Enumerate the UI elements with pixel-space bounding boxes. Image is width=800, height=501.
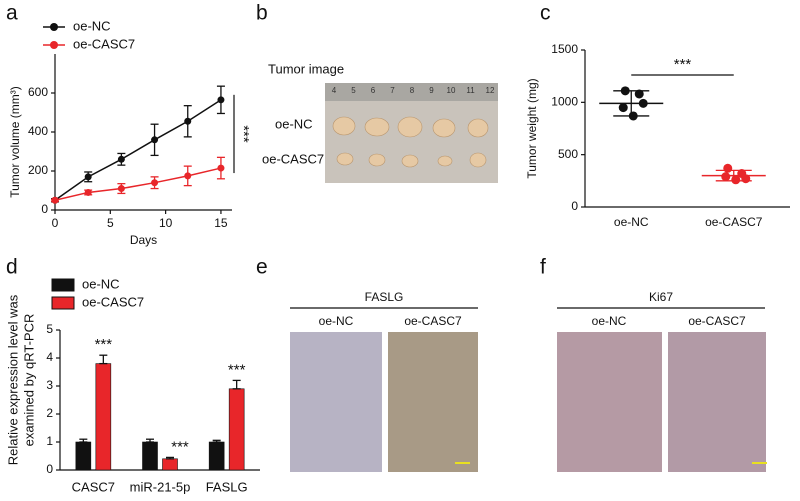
marker [84, 173, 92, 181]
panel-label: c [540, 2, 551, 25]
ihc-group: oe-CASC7 [688, 314, 746, 328]
ruler-label: 9 [429, 86, 434, 95]
x-tick-label: oe-NC [614, 215, 649, 229]
point [618, 103, 628, 113]
y-axis-title: Tumor volume (mm³) [8, 86, 22, 198]
y-tick-label: 4 [46, 350, 53, 364]
bar [95, 363, 112, 471]
legend-label: oe-NC [73, 18, 111, 33]
marker [184, 117, 192, 125]
legend-swatch [51, 278, 75, 292]
y-tick-label: 3 [46, 378, 53, 392]
series-line [54, 167, 222, 201]
photo-title: Tumor image [268, 61, 344, 76]
marker [84, 188, 92, 196]
ihc-images [290, 307, 767, 472]
ruler-label: 10 [447, 86, 456, 95]
y-axis-title: Relative expression level was [5, 294, 20, 465]
significance: *** [674, 56, 692, 73]
ihc-title: FASLG [365, 290, 404, 304]
marker [51, 196, 59, 204]
marker [151, 179, 159, 187]
legend-label: oe-CASC7 [73, 36, 135, 51]
bar [75, 441, 92, 471]
ruler-label: 8 [410, 86, 415, 95]
legend-swatch [51, 296, 75, 310]
x-tick-label: 5 [107, 216, 114, 230]
bar [208, 441, 225, 471]
marker [184, 172, 192, 180]
tumor-photo [325, 83, 498, 183]
y-tick-label: 1 [46, 434, 53, 448]
y-tick-label: 600 [28, 85, 48, 99]
marker [151, 136, 159, 144]
bar [162, 458, 178, 471]
point [721, 172, 731, 182]
ruler-label: 5 [351, 86, 356, 95]
panel-label: e [256, 256, 268, 279]
significance: *** [228, 361, 246, 378]
legend-marker [50, 41, 58, 49]
row-label: oe-NC [275, 116, 313, 131]
panel-label: b [256, 2, 268, 25]
ruler-label: 7 [390, 86, 395, 95]
ihc-title: Ki67 [649, 290, 673, 304]
y-tick-label: 0 [41, 202, 48, 216]
series-line [54, 99, 222, 201]
y-tick-label: 1000 [551, 95, 578, 109]
y-tick-label: 5 [46, 322, 53, 336]
ruler-label: 11 [466, 86, 475, 95]
marker [217, 164, 225, 172]
bar [228, 388, 245, 471]
marker [217, 96, 225, 104]
ruler-label: 6 [371, 86, 376, 95]
y-tick-label: 0 [46, 462, 53, 476]
ihc-group: oe-NC [592, 314, 627, 328]
y-axis-title: Tumor weight (mg) [525, 78, 539, 178]
point [634, 89, 644, 99]
x-tick-label: 15 [214, 216, 228, 230]
point [731, 175, 741, 185]
x-tick-label: 0 [52, 216, 59, 230]
ihc-group: oe-NC [319, 314, 354, 328]
ruler-label: 12 [486, 86, 495, 95]
panel-label: d [6, 256, 18, 279]
ruler-label: 4 [332, 86, 337, 95]
significance: *** [235, 125, 252, 143]
y-tick-label: 2 [46, 406, 53, 420]
panel-label: f [540, 256, 546, 279]
x-tick-label: miR-21-5p [130, 479, 191, 494]
y-tick-label: 500 [558, 147, 578, 161]
y-tick-label: 200 [28, 163, 48, 177]
x-tick-label: oe-CASC7 [705, 215, 763, 229]
x-tick-label: 10 [159, 216, 173, 230]
legend-marker [50, 23, 58, 31]
marker [117, 155, 125, 163]
significance: *** [171, 438, 189, 455]
ihc-group: oe-CASC7 [404, 314, 462, 328]
bar [142, 441, 158, 471]
x-axis-title: Days [130, 233, 157, 247]
panel-label: a [6, 2, 18, 25]
row-label: oe-CASC7 [262, 151, 324, 166]
legend-label: oe-NC [82, 276, 120, 291]
y-axis-title: examined by qRT-PCR [21, 314, 36, 447]
marker [117, 185, 125, 193]
y-tick-label: 400 [28, 124, 48, 138]
y-tick-label: 0 [571, 199, 578, 213]
y-tick-label: 1500 [551, 42, 578, 56]
legend-label: oe-CASC7 [82, 294, 144, 309]
significance: *** [95, 336, 113, 353]
x-tick-label: FASLG [206, 479, 248, 494]
x-tick-label: CASC7 [72, 479, 115, 494]
point [723, 163, 733, 173]
